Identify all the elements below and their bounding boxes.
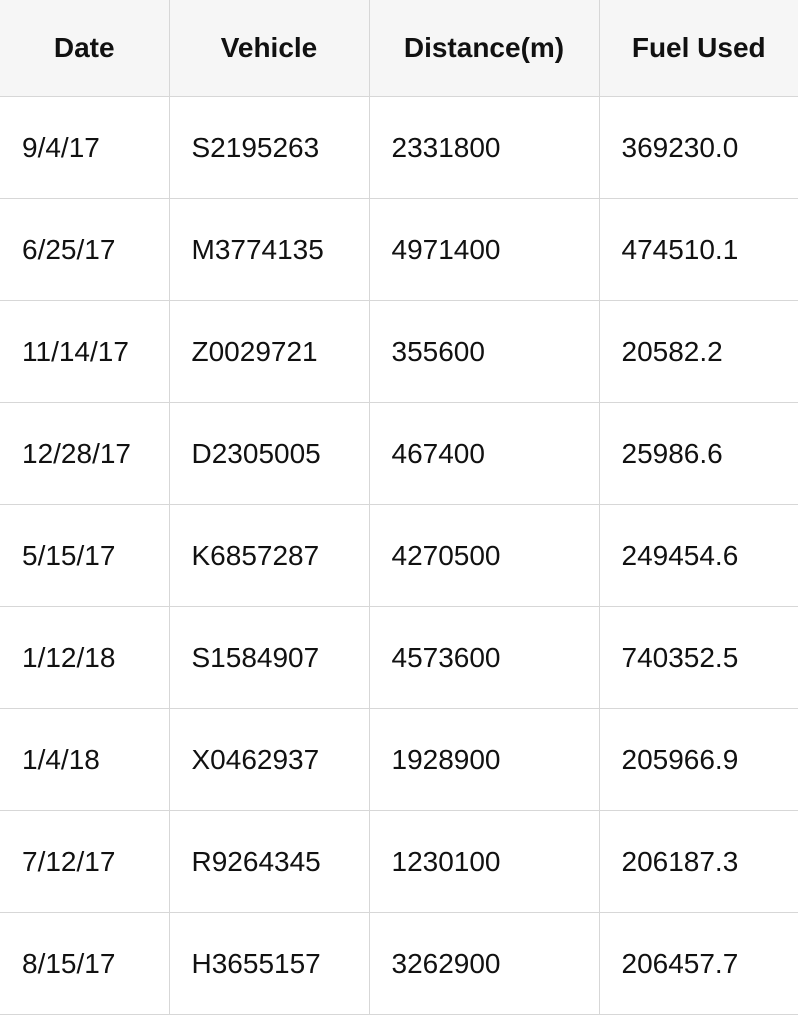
vehicle-cell: D2305005 — [168, 402, 370, 505]
column-header-date: Date — [0, 0, 170, 97]
column-header-distance: Distance(m) — [368, 0, 600, 97]
fuel-used-cell: 25986.6 — [598, 402, 798, 505]
distance-cell: 4573600 — [368, 606, 600, 709]
date-cell: 12/28/17 — [0, 402, 170, 505]
vehicle-cell: S2195263 — [168, 96, 370, 199]
distance-cell: 4270500 — [368, 504, 600, 607]
distance-cell: 3262900 — [368, 912, 600, 1015]
vehicle-cell: R9264345 — [168, 810, 370, 913]
table-row: 11/14/17 Z0029721 355600 20582.2 — [0, 300, 798, 403]
fuel-used-cell: 206187.3 — [598, 810, 798, 913]
table-header: Date Vehicle Distance(m) Fuel Used — [0, 0, 798, 97]
table-row: 6/25/17 M3774135 4971400 474510.1 — [0, 198, 798, 301]
date-cell: 7/12/17 — [0, 810, 170, 913]
fuel-used-cell: 369230.0 — [598, 96, 798, 199]
distance-cell: 467400 — [368, 402, 600, 505]
fuel-used-cell: 20582.2 — [598, 300, 798, 403]
date-cell: 9/4/17 — [0, 96, 170, 199]
date-cell: 6/25/17 — [0, 198, 170, 301]
fuel-used-cell: 205966.9 — [598, 708, 798, 811]
date-cell: 1/4/18 — [0, 708, 170, 811]
date-cell: 8/15/17 — [0, 912, 170, 1015]
vehicle-cell: S1584907 — [168, 606, 370, 709]
table-row: 5/15/17 K6857287 4270500 249454.6 — [0, 504, 798, 607]
date-cell: 11/14/17 — [0, 300, 170, 403]
table-row: 7/12/17 R9264345 1230100 206187.3 — [0, 810, 798, 913]
fuel-used-cell: 740352.5 — [598, 606, 798, 709]
column-header-fuel-used: Fuel Used — [598, 0, 798, 97]
vehicle-cell: Z0029721 — [168, 300, 370, 403]
vehicle-cell: X0462937 — [168, 708, 370, 811]
table-row: 1/4/18 X0462937 1928900 205966.9 — [0, 708, 798, 811]
header-row: Date Vehicle Distance(m) Fuel Used — [0, 0, 798, 97]
date-cell: 5/15/17 — [0, 504, 170, 607]
distance-cell: 1928900 — [368, 708, 600, 811]
distance-cell: 4971400 — [368, 198, 600, 301]
table-body: 9/4/17 S2195263 2331800 369230.0 6/25/17… — [0, 96, 798, 1015]
fuel-used-cell: 206457.7 — [598, 912, 798, 1015]
column-header-vehicle: Vehicle — [168, 0, 370, 97]
table-row: 1/12/18 S1584907 4573600 740352.5 — [0, 606, 798, 709]
vehicle-cell: M3774135 — [168, 198, 370, 301]
table-row: 9/4/17 S2195263 2331800 369230.0 — [0, 96, 798, 199]
fuel-used-cell: 474510.1 — [598, 198, 798, 301]
vehicle-cell: K6857287 — [168, 504, 370, 607]
date-cell: 1/12/18 — [0, 606, 170, 709]
distance-cell: 1230100 — [368, 810, 600, 913]
vehicle-cell: H3655157 — [168, 912, 370, 1015]
table-row: 8/15/17 H3655157 3262900 206457.7 — [0, 912, 798, 1015]
distance-cell: 2331800 — [368, 96, 600, 199]
table-row: 12/28/17 D2305005 467400 25986.6 — [0, 402, 798, 505]
fuel-used-cell: 249454.6 — [598, 504, 798, 607]
distance-cell: 355600 — [368, 300, 600, 403]
